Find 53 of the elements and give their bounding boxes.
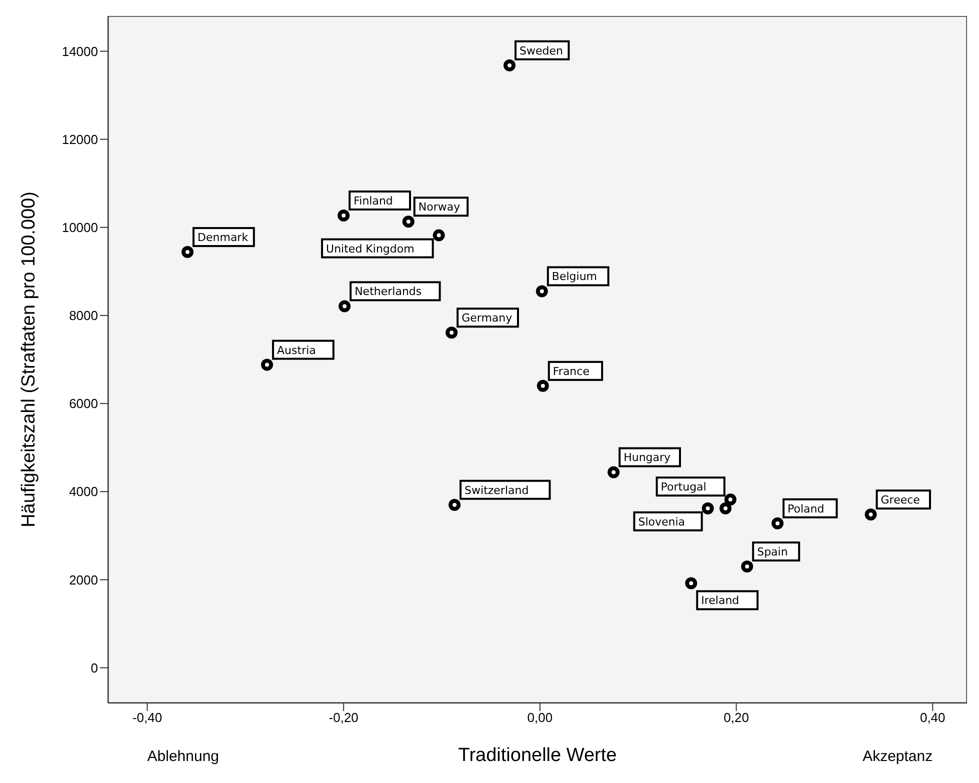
data-label: Poland [788, 502, 824, 516]
point [338, 300, 351, 312]
point [608, 466, 620, 478]
data-label: United Kingdom [326, 242, 414, 256]
point [402, 216, 414, 228]
point [536, 285, 548, 298]
data-label: Finland [354, 194, 393, 208]
point [338, 209, 350, 222]
y-tick-label: 10000 [62, 220, 98, 235]
data-label: Slovenia [638, 515, 686, 528]
data-label: Spain [757, 545, 788, 558]
point [432, 229, 445, 242]
x-tick-label: -0,40 [132, 710, 162, 726]
y-tick-label: 6000 [69, 396, 98, 412]
x-tick-label: 0,00 [527, 710, 553, 726]
point [741, 560, 754, 572]
text: Akzeptanz [862, 748, 933, 765]
point [685, 577, 698, 590]
data-label: Greece [880, 494, 920, 507]
x-axis-title: Traditionelle Werte [458, 745, 617, 766]
point [702, 502, 714, 514]
point [182, 246, 194, 258]
data-label: Denmark [198, 231, 249, 244]
point [772, 517, 784, 530]
x-tick-label: 0,40 [920, 710, 946, 726]
data-label: Norway [418, 200, 461, 214]
data-label: France [552, 364, 590, 378]
point [504, 59, 516, 72]
y-axis-title: Häufigkeitszahl (Straftaten pro 100.000) [18, 192, 40, 528]
point [864, 508, 877, 521]
x-tick-label: -0,20 [328, 710, 358, 726]
point [536, 380, 549, 392]
y-tick-label: 12000 [62, 132, 98, 147]
text: Ablehnung [147, 748, 220, 765]
data-label: Sweden [520, 44, 564, 58]
data-label: Netherlands [354, 285, 422, 298]
y-tick-label: 0 [90, 660, 98, 676]
point [446, 326, 458, 339]
data-label: Germany [462, 312, 513, 325]
point [261, 358, 274, 371]
data-label: Ireland [701, 594, 740, 608]
data-label: Hungary [624, 451, 672, 464]
y-tick-label: 14000 [62, 44, 98, 59]
data-label: Austria [277, 344, 316, 357]
point [724, 494, 736, 506]
x-tick-label: 0,20 [724, 710, 749, 726]
data-label: Belgium [552, 270, 598, 284]
y-tick-label: 8000 [69, 308, 98, 324]
y-tick-label: 2000 [69, 572, 98, 588]
data-label: Portugal [660, 480, 706, 494]
point [448, 498, 461, 511]
y-tick-label: 4000 [69, 484, 98, 500]
data-label: Switzerland [464, 484, 529, 497]
